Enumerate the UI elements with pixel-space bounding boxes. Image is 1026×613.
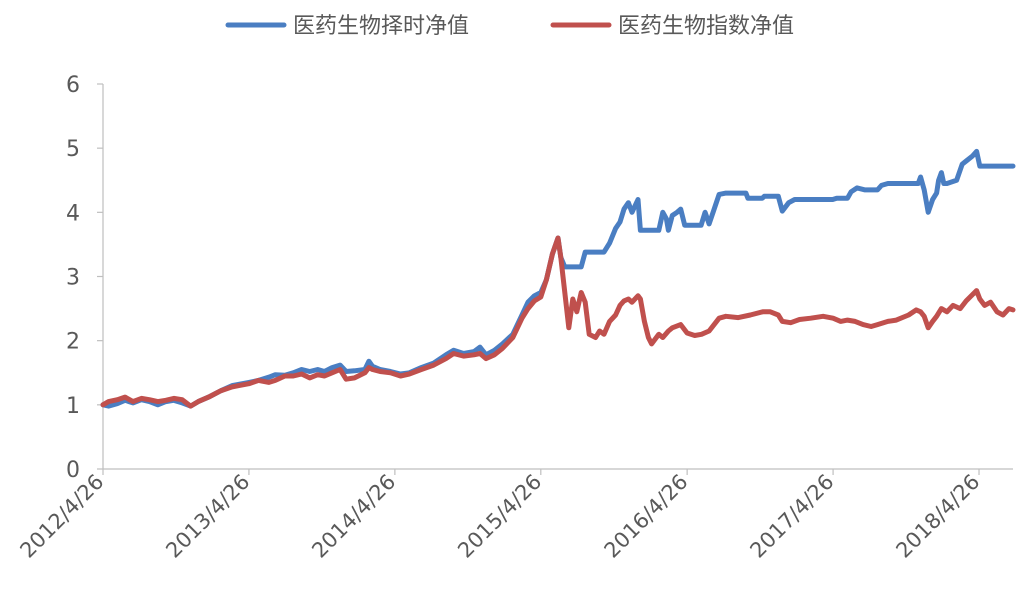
x-tick-label: 2012/4/26 xyxy=(15,470,108,563)
series-lines xyxy=(100,148,1016,409)
x-axis: 2012/4/26 2013/4/26 2014/4/26 2015/4/26 2016… xyxy=(15,468,1013,563)
legend-label-1: 医药生物择时净值 xyxy=(293,14,469,39)
y-tick-label: 0 xyxy=(66,458,80,483)
y-tick-label: 1 xyxy=(66,394,80,419)
y-tick-label: 2 xyxy=(66,330,80,355)
legend: 医药生物择时净值 医药生物指数净值 xyxy=(225,14,794,39)
x-tick-label: 2013/4/26 xyxy=(161,470,254,563)
x-tick-label: 2016/4/26 xyxy=(600,470,693,563)
x-tick-label: 2017/4/26 xyxy=(745,470,838,563)
y-tick-label: 3 xyxy=(66,266,80,291)
x-tick-label: 2018/4/26 xyxy=(891,470,984,563)
x-tick-label: 2015/4/26 xyxy=(453,470,546,563)
series-line-2 xyxy=(100,235,1016,409)
series-line-1 xyxy=(100,148,1016,409)
x-tick-label: 2014/4/26 xyxy=(307,470,400,563)
legend-label-2: 医药生物指数净值 xyxy=(618,14,794,39)
y-tick-label: 5 xyxy=(66,137,80,162)
y-tick-label: 6 xyxy=(66,73,80,98)
y-tick-label: 4 xyxy=(66,201,80,226)
y-axis: 0 1 2 3 4 5 6 xyxy=(66,73,104,483)
